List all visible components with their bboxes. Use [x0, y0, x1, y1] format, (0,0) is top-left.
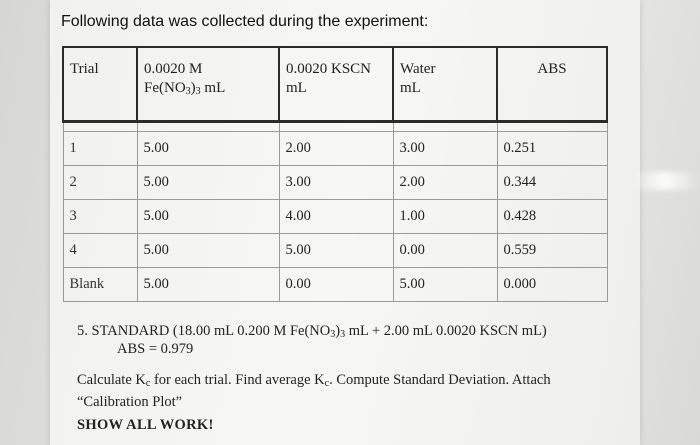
- cell-kscn: 5.00: [278, 233, 394, 268]
- cell-kscn: 2.00: [278, 131, 394, 166]
- cell-water: 5.00: [392, 267, 498, 302]
- cell-water: 3.00: [392, 131, 498, 166]
- table-row: 3 5.00 4.00 1.00 0.428: [62, 199, 608, 234]
- cell-abs: 0.428: [496, 199, 608, 234]
- glare-highlight: [630, 172, 700, 190]
- cell-kscn: 4.00: [278, 199, 394, 234]
- standard-line: 5. STANDARD (18.00 mL 0.200 M Fe(NO3)3 m…: [77, 323, 547, 340]
- header-trial: Trial: [62, 46, 138, 123]
- cell-trial: Blank: [62, 267, 138, 302]
- cell-kscn: 3.00: [278, 165, 394, 200]
- cell-abs: 0.251: [496, 131, 608, 166]
- data-table: Trial 0.0020 M Fe(NO3)3 mL 0.0020 KSCN m…: [62, 46, 608, 302]
- cell-water: 2.00: [392, 165, 498, 200]
- cell-fe: 5.00: [136, 233, 280, 268]
- cell-fe: 5.00: [136, 199, 280, 234]
- header-fe-volume: 0.0020 M Fe(NO3)3 mL: [136, 46, 280, 123]
- cell-fe: 5.00: [136, 165, 280, 200]
- show-work-note: SHOW ALL WORK!: [77, 417, 214, 433]
- cell-fe: 5.00: [136, 267, 280, 302]
- cell-abs: 0.559: [496, 233, 608, 268]
- table-spacer-row: [62, 121, 608, 132]
- cell-trial: 3: [62, 199, 138, 234]
- cell-trial: 4: [62, 233, 138, 268]
- table-row: 1 5.00 2.00 3.00 0.251: [62, 131, 608, 166]
- cell-trial: 1: [62, 131, 138, 166]
- table-row: Blank 5.00 0.00 5.00 0.000: [62, 267, 608, 302]
- page-heading: Following data was collected during the …: [61, 13, 429, 30]
- cell-fe: 5.00: [136, 131, 280, 166]
- table-header-row: Trial 0.0020 M Fe(NO3)3 mL 0.0020 KSCN m…: [62, 46, 608, 123]
- cell-water: 1.00: [392, 199, 498, 234]
- table-row: 2 5.00 3.00 2.00 0.344: [62, 165, 608, 200]
- cell-kscn: 0.00: [278, 267, 394, 302]
- cell-water: 0.00: [392, 233, 498, 268]
- cell-trial: 2: [62, 165, 138, 200]
- header-abs: ABS: [496, 46, 608, 123]
- header-kscn-volume: 0.0020 KSCN mL: [278, 46, 394, 123]
- table-row: 4 5.00 5.00 0.00 0.559: [62, 233, 608, 268]
- cell-abs: 0.000: [496, 267, 608, 302]
- task-instructions: Calculate Kc for each trial. Find averag…: [77, 372, 551, 410]
- header-water-volume: Water mL: [392, 46, 498, 123]
- cell-abs: 0.344: [496, 165, 608, 200]
- standard-abs: ABS = 0.979: [117, 341, 194, 357]
